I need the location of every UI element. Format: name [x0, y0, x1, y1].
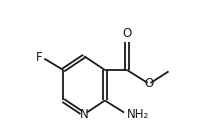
Text: O: O: [122, 26, 132, 39]
Text: F: F: [36, 51, 43, 64]
Text: NH₂: NH₂: [127, 108, 149, 121]
Text: N: N: [80, 108, 89, 121]
Text: O: O: [145, 77, 154, 90]
